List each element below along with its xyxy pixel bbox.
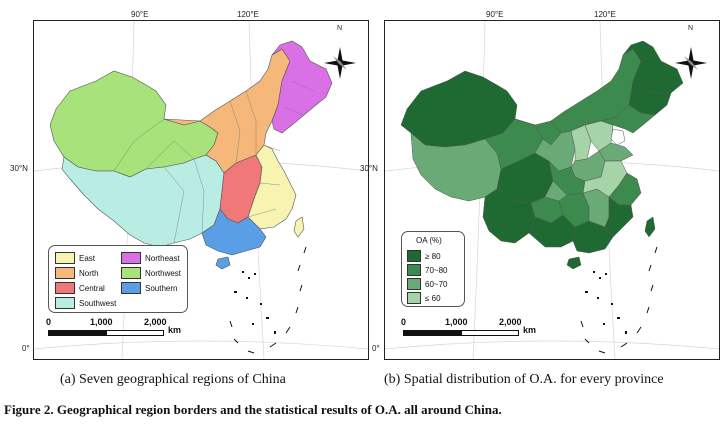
scale-bar-black [48, 330, 106, 336]
legend-item-southwest: Southwest [55, 297, 116, 309]
scale-bar-b: 0 1,000 2,000 km [399, 317, 559, 341]
legend-label: Central [79, 283, 105, 293]
island-taiwan [293, 216, 305, 238]
legend-item-le60: ≤ 60 [407, 292, 441, 304]
legend-label: Northeast [145, 253, 180, 263]
lat-label-0: 0° [22, 344, 30, 353]
map-panel-regions: N East Northeast North Northwest Central… [33, 20, 369, 360]
scale-bar-black [403, 330, 461, 336]
legend-swatch [55, 297, 75, 309]
lon-label-120e-b: 120°E [594, 10, 616, 19]
scale-unit: km [523, 325, 537, 335]
caption-a: (a) Seven geographical regions of China [60, 372, 286, 387]
scale-bar-white [461, 330, 519, 336]
legend-swatch [121, 252, 141, 264]
scale-label-2000: 2,000 [499, 317, 522, 327]
province-fujian [604, 196, 634, 238]
province-liaoning [600, 104, 656, 134]
region-east [247, 144, 297, 230]
compass-n-label: N [337, 25, 343, 32]
scale-bar: 0 1,000 2,000 km [44, 317, 204, 341]
nine-dash-line-b [580, 246, 658, 354]
legend-label: Southwest [79, 298, 117, 308]
legend-swatch [121, 282, 141, 294]
legend-swatch [121, 267, 141, 279]
legend-label: ≥ 80 [425, 251, 441, 261]
lat-label-30n-b: 30°N [360, 164, 378, 173]
figure-caption: Figure 2. Geographical region borders an… [4, 402, 502, 417]
island-hainan-b [566, 256, 582, 270]
province-heilongjiang [622, 40, 684, 94]
legend-item-northeast: Northeast [121, 252, 180, 264]
scale-bar-white [106, 330, 164, 336]
south-sea-islands [234, 271, 276, 334]
legend-swatch [55, 252, 75, 264]
legend-label: ≤ 60 [425, 293, 441, 303]
legend-label: East [79, 253, 96, 263]
legend-item-east: East [55, 252, 95, 264]
scale-label-0: 0 [46, 317, 52, 327]
legend-label: 60~70 [425, 279, 448, 289]
legend-title: OA (%) [416, 236, 442, 245]
legend-item-ge80: ≥ 80 [407, 250, 441, 262]
scale-unit: km [168, 325, 182, 335]
legend-swatch [55, 267, 75, 279]
china-regions-map [34, 21, 368, 359]
nine-dash-line [229, 246, 307, 354]
north-arrow-b [675, 47, 707, 79]
legend-swatch [55, 282, 75, 294]
map-panel-oa: N OA (%) ≥ 80 70~80 60~70 ≤ 60 0 1,000 2… [384, 20, 720, 360]
lat-label-0-b: 0° [372, 344, 380, 353]
legend-swatch [407, 250, 421, 262]
lon-label-90e-b: 90°E [486, 10, 504, 19]
legend-item-northwest: Northwest [121, 267, 181, 279]
scale-label-1000: 1,000 [90, 317, 113, 327]
lat-label-30n: 30°N [10, 164, 28, 173]
legend-item-central: Central [55, 282, 105, 294]
province-yunnan [482, 188, 536, 244]
legend-swatch [407, 264, 421, 276]
south-sea-islands-b [585, 271, 627, 334]
legend-item-60-70: 60~70 [407, 278, 447, 290]
china-oa-map [385, 21, 719, 359]
legend-label: North [79, 268, 99, 278]
province-borders [113, 80, 315, 244]
legend-swatch [407, 292, 421, 304]
legend-item-north: North [55, 267, 99, 279]
compass-n-label-b: N [688, 25, 694, 32]
legend-label: Southern [145, 283, 178, 293]
island-hainan [215, 256, 231, 270]
region-southern [201, 208, 267, 256]
legend-item-70-80: 70~80 [407, 264, 447, 276]
caption-b: (b) Spatial distribution of O.A. for eve… [384, 372, 664, 387]
lon-label-120e: 120°E [237, 10, 259, 19]
island-taiwan-b [644, 216, 656, 238]
legend-oa: OA (%) ≥ 80 70~80 60~70 ≤ 60 [401, 231, 465, 307]
province-shaanxi [534, 130, 576, 172]
scale-label-0: 0 [401, 317, 407, 327]
scale-label-2000: 2,000 [144, 317, 167, 327]
legend-item-southern: Southern [121, 282, 177, 294]
legend-label: Northwest [145, 268, 182, 278]
legend-regions: East Northeast North Northwest Central S… [48, 245, 188, 313]
scale-label-1000: 1,000 [445, 317, 468, 327]
legend-swatch [407, 278, 421, 290]
north-arrow [324, 47, 356, 79]
lon-label-90e: 90°E [131, 10, 149, 19]
bohai-sea [610, 128, 626, 146]
legend-label: 70~80 [425, 265, 448, 275]
